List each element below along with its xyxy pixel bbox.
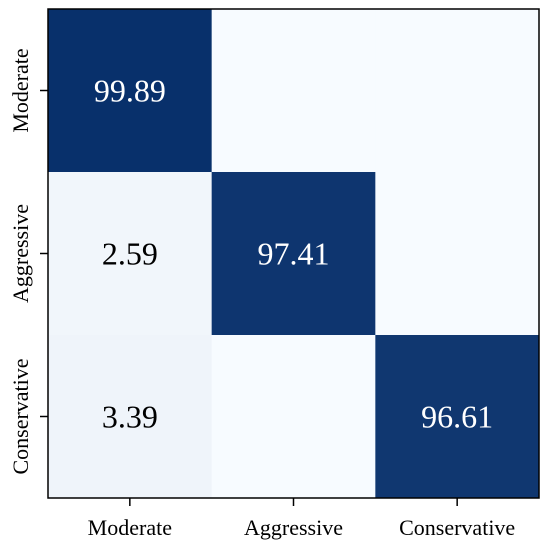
heatmap-cell-r2-c1 bbox=[211, 335, 376, 499]
x-axis: Moderate Aggressive Conservative bbox=[88, 498, 515, 540]
y-axis: Moderate Aggressive Conservative bbox=[8, 48, 48, 475]
heatmap-cell-r0-c2 bbox=[375, 9, 540, 173]
cell-value-label-r1-c0: 2.59 bbox=[102, 236, 158, 272]
cell-value-label-r2-c0: 3.39 bbox=[102, 399, 158, 435]
x-tick-label-2: Conservative bbox=[399, 515, 515, 540]
cell-value-label-r2-c2: 96.61 bbox=[421, 399, 493, 435]
heatmap-cell-r0-c0 bbox=[48, 9, 213, 173]
y-tick-label-0: Moderate bbox=[8, 48, 33, 132]
x-tick-label-1: Aggressive bbox=[244, 515, 343, 540]
heatmap-cell-r1-c0 bbox=[48, 172, 213, 336]
heatmap-cell-r1-c1 bbox=[211, 172, 376, 336]
y-tick-label-2: Conservative bbox=[8, 358, 33, 474]
heatmap-cell-r2-c2 bbox=[375, 335, 540, 499]
cell-value-labels: 99.89 2.59 97.41 3.39 96.61 bbox=[94, 73, 493, 435]
cell-value-label-r0-c0: 99.89 bbox=[94, 73, 166, 109]
heatmap-cell-r2-c0 bbox=[48, 335, 213, 499]
heatmap-cells bbox=[48, 9, 540, 499]
x-tick-label-0: Moderate bbox=[88, 515, 172, 540]
cell-value-label-r1-c1: 97.41 bbox=[258, 236, 330, 272]
heatmap-cell-r0-c1 bbox=[211, 9, 376, 173]
heatmap-cell-r1-c2 bbox=[375, 172, 540, 336]
y-tick-label-1: Aggressive bbox=[8, 204, 33, 303]
